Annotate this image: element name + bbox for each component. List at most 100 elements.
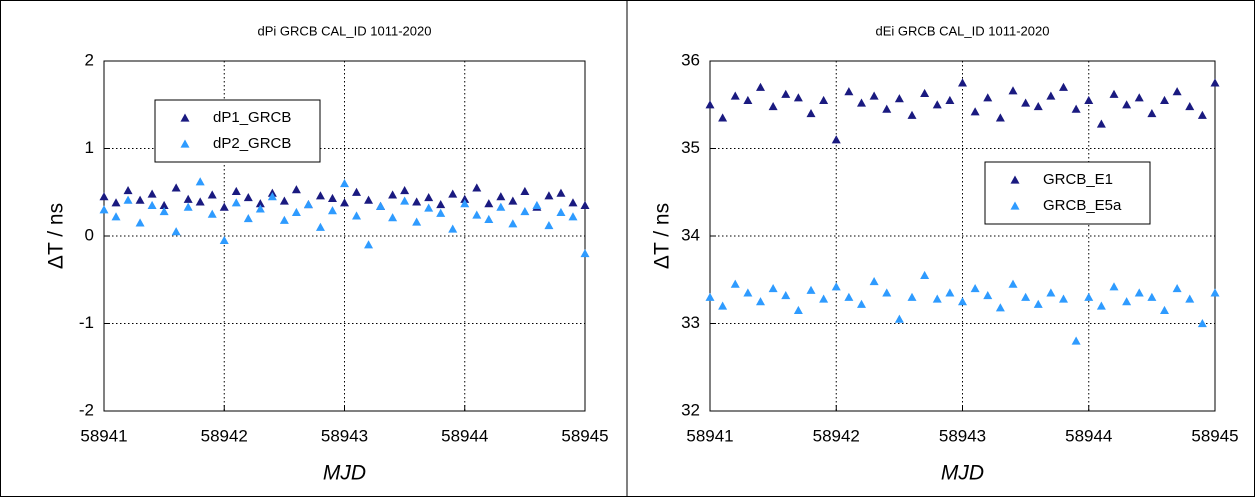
point [412,197,422,206]
point [400,186,410,195]
point [135,195,145,204]
point [920,270,930,279]
x-axis-label: MJD [323,462,366,485]
point [882,104,892,113]
point [1008,86,1018,95]
point [819,95,829,104]
point [171,227,181,236]
point [424,203,434,212]
point [195,177,205,186]
x-tick-label: 58943 [321,426,368,445]
legend-box [154,99,321,163]
point [388,213,398,222]
point [556,207,566,216]
point [556,188,566,197]
y-tick-label: -2 [79,400,94,419]
point [231,198,241,207]
point [111,212,121,221]
point [580,249,590,258]
point [484,199,494,208]
point [1096,119,1106,128]
y-tick-label: 2 [85,50,94,69]
point [1197,110,1207,119]
chart-title: dEi GRCB CAL_ID 1011-2020 [876,23,1050,38]
point [907,292,917,301]
point [1122,100,1132,109]
point [340,198,349,207]
x-axis-label: MJD [941,462,984,485]
y-axis-label: ΔT / ns [45,203,68,269]
point [730,91,740,100]
point [1185,102,1195,111]
point [995,113,1005,122]
point [1021,98,1031,107]
point [1059,294,1068,303]
point [743,288,753,297]
point [1210,78,1220,87]
point [364,240,374,249]
point [1008,279,1018,288]
chart-title: dPi GRCB CAL_ID 1011-2020 [258,23,432,38]
point [1033,102,1043,111]
point [183,202,193,211]
legend-marker [1010,201,1020,210]
point [111,198,121,207]
point [424,193,434,202]
point [340,179,349,188]
point [793,305,803,314]
legend-label: GRCB_E5a [1043,197,1122,214]
point [945,95,955,104]
point [472,183,482,192]
point [844,87,854,96]
point [388,190,398,199]
legend-box [984,161,1151,225]
point [303,200,313,209]
point [364,195,374,204]
point [207,190,217,199]
point [831,135,841,144]
point [831,282,841,291]
point [520,207,530,216]
point [291,185,301,194]
point [123,186,133,195]
point [920,88,930,97]
point [958,78,967,87]
x-tick-label: 58942 [813,426,860,445]
point [1109,282,1119,291]
point [327,206,337,215]
y-tick-label: 36 [681,50,700,69]
y-tick-label: 35 [681,138,700,157]
x-tick-label: 58945 [561,426,608,445]
point [995,303,1005,312]
point [255,204,265,213]
point [1033,299,1043,308]
point [1197,319,1207,328]
point [243,193,253,202]
point [1096,301,1106,310]
point [183,194,193,203]
point [135,218,145,227]
point [958,297,967,306]
y-tick-label: 1 [85,138,94,157]
point [1021,292,1031,301]
point [267,192,277,201]
point [1160,305,1169,314]
point [1084,95,1094,104]
plot-area [103,60,586,412]
point [352,187,362,196]
legend-label: dP1_GRCB [213,109,291,126]
point [1071,336,1081,345]
point [1210,288,1220,297]
point [932,100,942,109]
point [327,193,337,202]
point [857,299,866,308]
point [532,200,542,209]
point [448,224,458,233]
point [1046,288,1056,297]
point [730,279,740,288]
point [869,91,879,100]
legend-marker [180,113,190,122]
point [159,200,169,209]
point [508,219,518,228]
